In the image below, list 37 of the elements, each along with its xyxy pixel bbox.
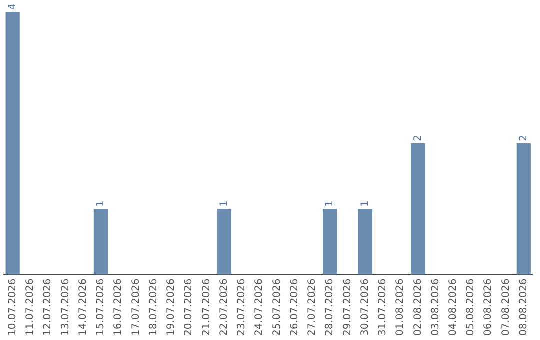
x-tick-label: 03.08.2026	[430, 278, 442, 336]
x-tick-label: 23.07.2026	[236, 278, 248, 336]
x-tick-label: 04.08.2026	[448, 278, 459, 336]
x-tick-label: 01.08.2026	[395, 278, 406, 336]
x-tick-label: 27.07.2026	[307, 278, 318, 336]
x-tick-label: 20.07.2026	[184, 278, 195, 336]
x-tick-label: 13.07.2026	[60, 278, 72, 336]
x-tick-label: 25.07.2026	[272, 278, 283, 336]
x-tick-label: 28.07.2026	[324, 278, 336, 336]
data-label: 4	[7, 4, 18, 10]
data-label: 2	[412, 134, 424, 142]
x-tick-label: 02.08.2026	[412, 278, 424, 336]
x-tick-label: 19.07.2026	[166, 278, 178, 336]
data-label: 1	[360, 200, 371, 208]
x-tick-label: 07.08.2026	[500, 278, 512, 336]
x-tick-label: 05.08.2026	[466, 278, 477, 336]
x-tick-label: 14.07.2026	[78, 278, 89, 336]
x-tick-label: 17.07.2026	[130, 278, 142, 336]
x-tick-label: 16.07.2026	[113, 278, 124, 336]
x-tick-label: 08.08.2026	[518, 278, 530, 336]
x-tick-label: 31.07.2026	[378, 278, 389, 336]
x-tick-label: 30.07.2026	[360, 278, 371, 336]
x-tick-label: 21.07.2026	[201, 278, 212, 336]
data-label: 1	[324, 200, 336, 208]
x-tick-label: 15.07.2026	[96, 278, 107, 336]
x-tick-label: 06.08.2026	[483, 278, 494, 336]
x-tick-label: 18.07.2026	[148, 278, 160, 336]
x-tick-label: 29.07.2026	[342, 278, 354, 336]
x-tick-label: 11.07.2026	[25, 278, 36, 336]
data-label: 1	[96, 200, 107, 208]
x-tick-label: 26.07.2026	[289, 278, 300, 336]
data-label: 2	[518, 134, 530, 142]
x-tick-label: 24.07.2026	[254, 278, 266, 336]
x-tick-label: 22.07.2026	[218, 278, 230, 336]
data-label: 1	[218, 200, 230, 208]
x-tick-label: 10.07.2026	[7, 278, 18, 336]
x-tick-label: 12.07.2026	[42, 278, 54, 336]
